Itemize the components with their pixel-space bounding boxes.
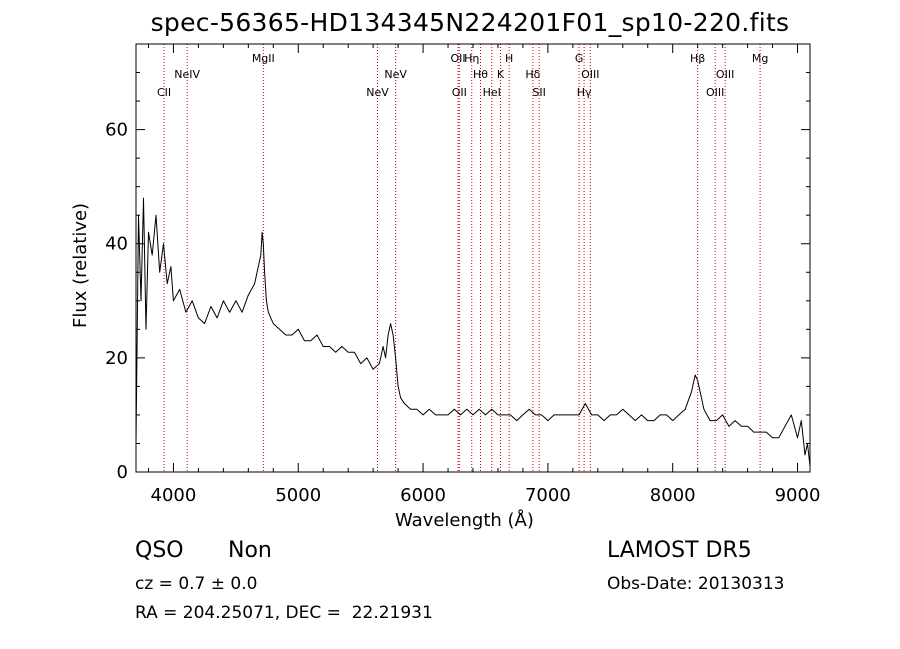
line-marker-label: HeI <box>483 86 501 99</box>
line-marker-label: Hβ <box>690 52 705 65</box>
line-marker-label: OIII <box>716 68 734 81</box>
x-tick-label: 7000 <box>525 485 571 506</box>
line-marker-label: OII <box>452 86 467 99</box>
line-marker-label: Hδ <box>525 68 540 81</box>
line-marker-label: Hγ <box>577 86 592 99</box>
observation-date: Obs-Date: 20130313 <box>607 574 785 594</box>
survey-name: LAMOST DR5 <box>607 538 752 563</box>
y-axis-label: Flux (relative) <box>70 202 91 328</box>
line-marker-label: OII <box>450 52 465 65</box>
line-marker-label: SII <box>532 86 545 99</box>
y-tick-label: 60 <box>105 120 128 141</box>
x-tick-label: 8000 <box>650 485 696 506</box>
line-marker-label: NeV <box>366 86 389 99</box>
line-marker-label: K <box>497 68 505 81</box>
line-marker-label: NeIV <box>174 68 200 81</box>
plot-frame <box>135 43 811 473</box>
line-marker-label: MgII <box>252 52 275 65</box>
line-markers: CIINeIVMgIINeVNeVOIIOIIHηHθHeIKHHδSIIGHγ… <box>157 44 768 472</box>
line-marker-label: Hη <box>464 52 479 65</box>
line-marker-label: G <box>575 52 584 65</box>
y-tick-label: 0 <box>117 462 128 483</box>
spectrum-line <box>135 197 811 467</box>
x-tick-label: 6000 <box>400 485 446 506</box>
line-marker-label: CII <box>157 86 171 99</box>
coordinates-ra-dec: RA = 204.25071, DEC = 22.21931 <box>135 603 433 623</box>
line-marker-label: H <box>505 52 513 65</box>
object-subclass: Non <box>228 538 272 563</box>
redshift-cz: cz = 0.7 ± 0.0 <box>135 574 258 594</box>
line-marker-label: OIII <box>706 86 724 99</box>
line-marker-label: OIII <box>581 68 599 81</box>
line-marker-label: Hθ <box>473 68 488 81</box>
x-axis-label: Wavelength (Å) <box>395 510 534 531</box>
object-class: QSO <box>135 538 184 563</box>
y-tick-label: 40 <box>105 234 128 255</box>
chart-title: spec-56365-HD134345N224201F01_sp10-220.f… <box>150 8 790 37</box>
line-marker-label: Mg <box>752 52 768 65</box>
axes: 4000 5000 6000 7000 8000 9000 0 20 40 60 <box>105 44 820 506</box>
x-tick-label: 9000 <box>775 485 821 506</box>
line-marker-label: NeV <box>384 68 407 81</box>
x-tick-label: 4000 <box>151 485 197 506</box>
x-tick-label: 5000 <box>275 485 321 506</box>
spectrum-series <box>135 197 811 467</box>
y-tick-label: 20 <box>105 348 128 369</box>
